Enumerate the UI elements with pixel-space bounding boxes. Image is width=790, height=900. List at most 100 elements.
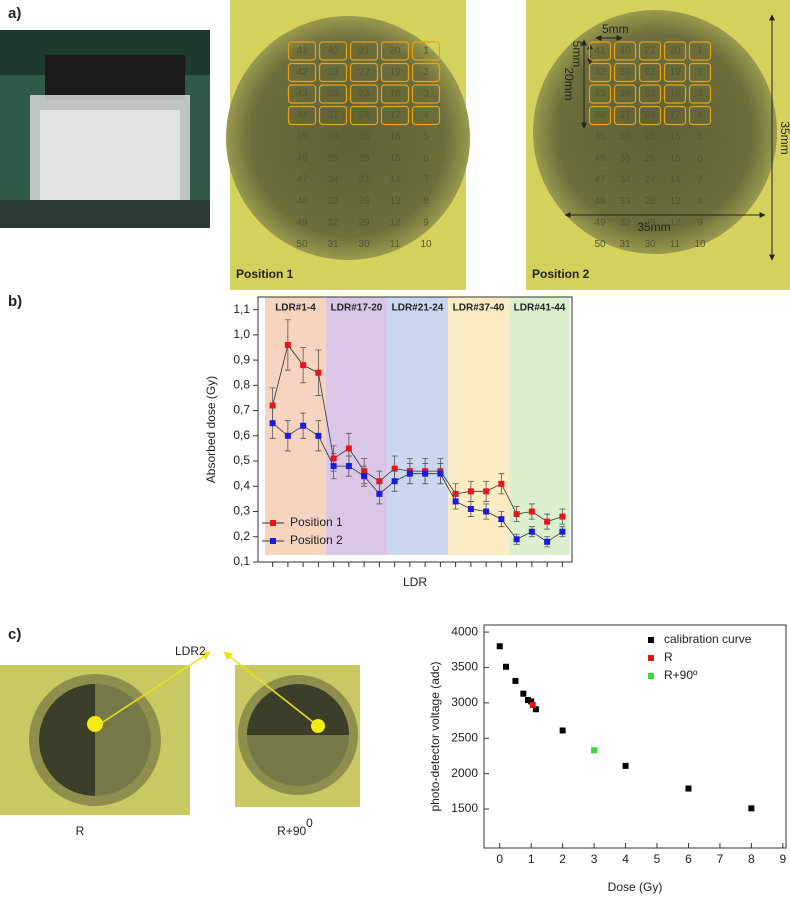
ldr-number: 47 [296, 175, 308, 186]
ldr-number: 3 [697, 89, 703, 100]
ldr-number: 35 [327, 153, 339, 164]
ldr-cell [688, 62, 712, 83]
ldr-number: 25 [358, 132, 370, 143]
y-tick-label: 0,9 [233, 352, 250, 366]
ldr-number: 33 [619, 196, 631, 207]
y-tick-label: 0,2 [233, 529, 250, 543]
point [512, 677, 519, 684]
ldr-number: 20 [669, 46, 681, 57]
ldr-number: 43 [296, 89, 308, 100]
x-tick-label: 3 [591, 852, 598, 866]
dose-chart: LDR#1-4 LDR#17-20 LDR#21-24 LDR#37-40 LDR#41… [204, 296, 573, 589]
ldr-number: 24 [358, 110, 370, 121]
ldr-number: 44 [594, 110, 606, 121]
ldr-number: 26 [644, 153, 656, 164]
ldr-number: 1 [697, 46, 703, 57]
legend-label: R+90º [664, 668, 698, 682]
marker [345, 463, 352, 470]
marker [284, 432, 291, 439]
ldr-number: 37 [619, 110, 631, 121]
ldr-number: 42 [296, 67, 308, 78]
legend-label: Position 1 [290, 515, 343, 529]
ldr-cell [613, 105, 637, 126]
ldr-cell [349, 105, 379, 126]
ldr-number: 16 [669, 132, 681, 143]
ldr-cell [411, 62, 441, 83]
ldr-number: 17 [669, 110, 681, 121]
ldr-cell [638, 105, 662, 126]
ldr-number: 19 [389, 67, 401, 78]
ldr-number: 24 [644, 110, 656, 121]
region-label: LDR#17-20 [331, 303, 383, 314]
x-tick-label: 8 [748, 852, 755, 866]
ldr-number: 44 [296, 110, 308, 121]
x-tick-label: 2 [559, 852, 566, 866]
ldr-number: 12 [389, 218, 401, 229]
ldr-label: LDR2 [175, 644, 206, 658]
x-tick-label: 7 [717, 852, 724, 866]
plot-frame [257, 296, 573, 563]
ldr-number: 13 [389, 196, 401, 207]
point [529, 701, 536, 708]
ldr-cell [349, 84, 379, 104]
panel-label: a) [8, 5, 21, 22]
marker [544, 538, 551, 545]
position-label: Position 1 [236, 267, 294, 281]
x-axis-label: LDR [403, 575, 427, 589]
orientation-sup: 0 [306, 816, 313, 830]
ldr-number: 20 [389, 46, 401, 57]
x-tick-label: 5 [654, 852, 661, 866]
ldr-number: 9 [423, 218, 429, 229]
ldr-cell [411, 105, 441, 126]
ldr-number: 36 [327, 132, 339, 143]
marker [467, 506, 474, 512]
marker [513, 511, 520, 518]
legend-marker [648, 673, 654, 679]
ldr-number: 14 [389, 175, 401, 186]
ldr-number: 9 [697, 218, 703, 229]
orientation-photo: R+900 [235, 665, 360, 838]
ldr-number: 42 [594, 67, 606, 78]
ldr-cell [349, 62, 379, 83]
x-tick-label: 9 [780, 852, 787, 866]
ldr-number: 34 [327, 175, 339, 186]
marker [406, 470, 413, 477]
ldr-number: 33 [327, 196, 339, 207]
ldr-number: 45 [296, 132, 308, 143]
region-label: LDR#21-24 [392, 303, 444, 314]
legend-label: Position 2 [290, 533, 343, 547]
ldr-cell [663, 84, 687, 104]
ldr-number: 15 [669, 153, 681, 164]
ldr-cell [688, 41, 712, 61]
ldr-number: 32 [327, 218, 339, 229]
ldr-cell [380, 62, 410, 83]
marker [513, 536, 520, 543]
y-tick-label: 0,8 [233, 378, 250, 392]
y-tick-label: 0,3 [233, 504, 250, 518]
ldr-number: 11 [390, 239, 401, 250]
region-label: LDR#37-40 [453, 303, 505, 314]
ldr-number: 18 [389, 89, 401, 100]
marker [528, 528, 535, 535]
ldr-number: 22 [358, 67, 370, 78]
ldr-number: 5 [697, 132, 703, 143]
x-tick-label: 0 [496, 852, 503, 866]
ldr-cell [588, 41, 612, 61]
dimension: 5mm [570, 41, 584, 68]
ldr-number: 13 [669, 196, 681, 207]
ldr-cell [663, 41, 687, 61]
ldr-number: 45 [594, 132, 606, 143]
y-tick-label: 4000 [451, 624, 478, 638]
ldr-cell [638, 62, 662, 83]
ldr-number: 48 [594, 196, 606, 207]
ldr-number: 34 [619, 175, 631, 186]
ldr-number: 22 [644, 67, 656, 78]
marker [498, 516, 505, 523]
ldr-number: 6 [423, 153, 429, 164]
ldr-number: 17 [389, 110, 401, 121]
ldr-number: 47 [594, 175, 606, 186]
y-tick-label: 0,4 [233, 478, 250, 492]
y-tick-label: 2500 [451, 730, 478, 744]
marker [269, 420, 276, 427]
